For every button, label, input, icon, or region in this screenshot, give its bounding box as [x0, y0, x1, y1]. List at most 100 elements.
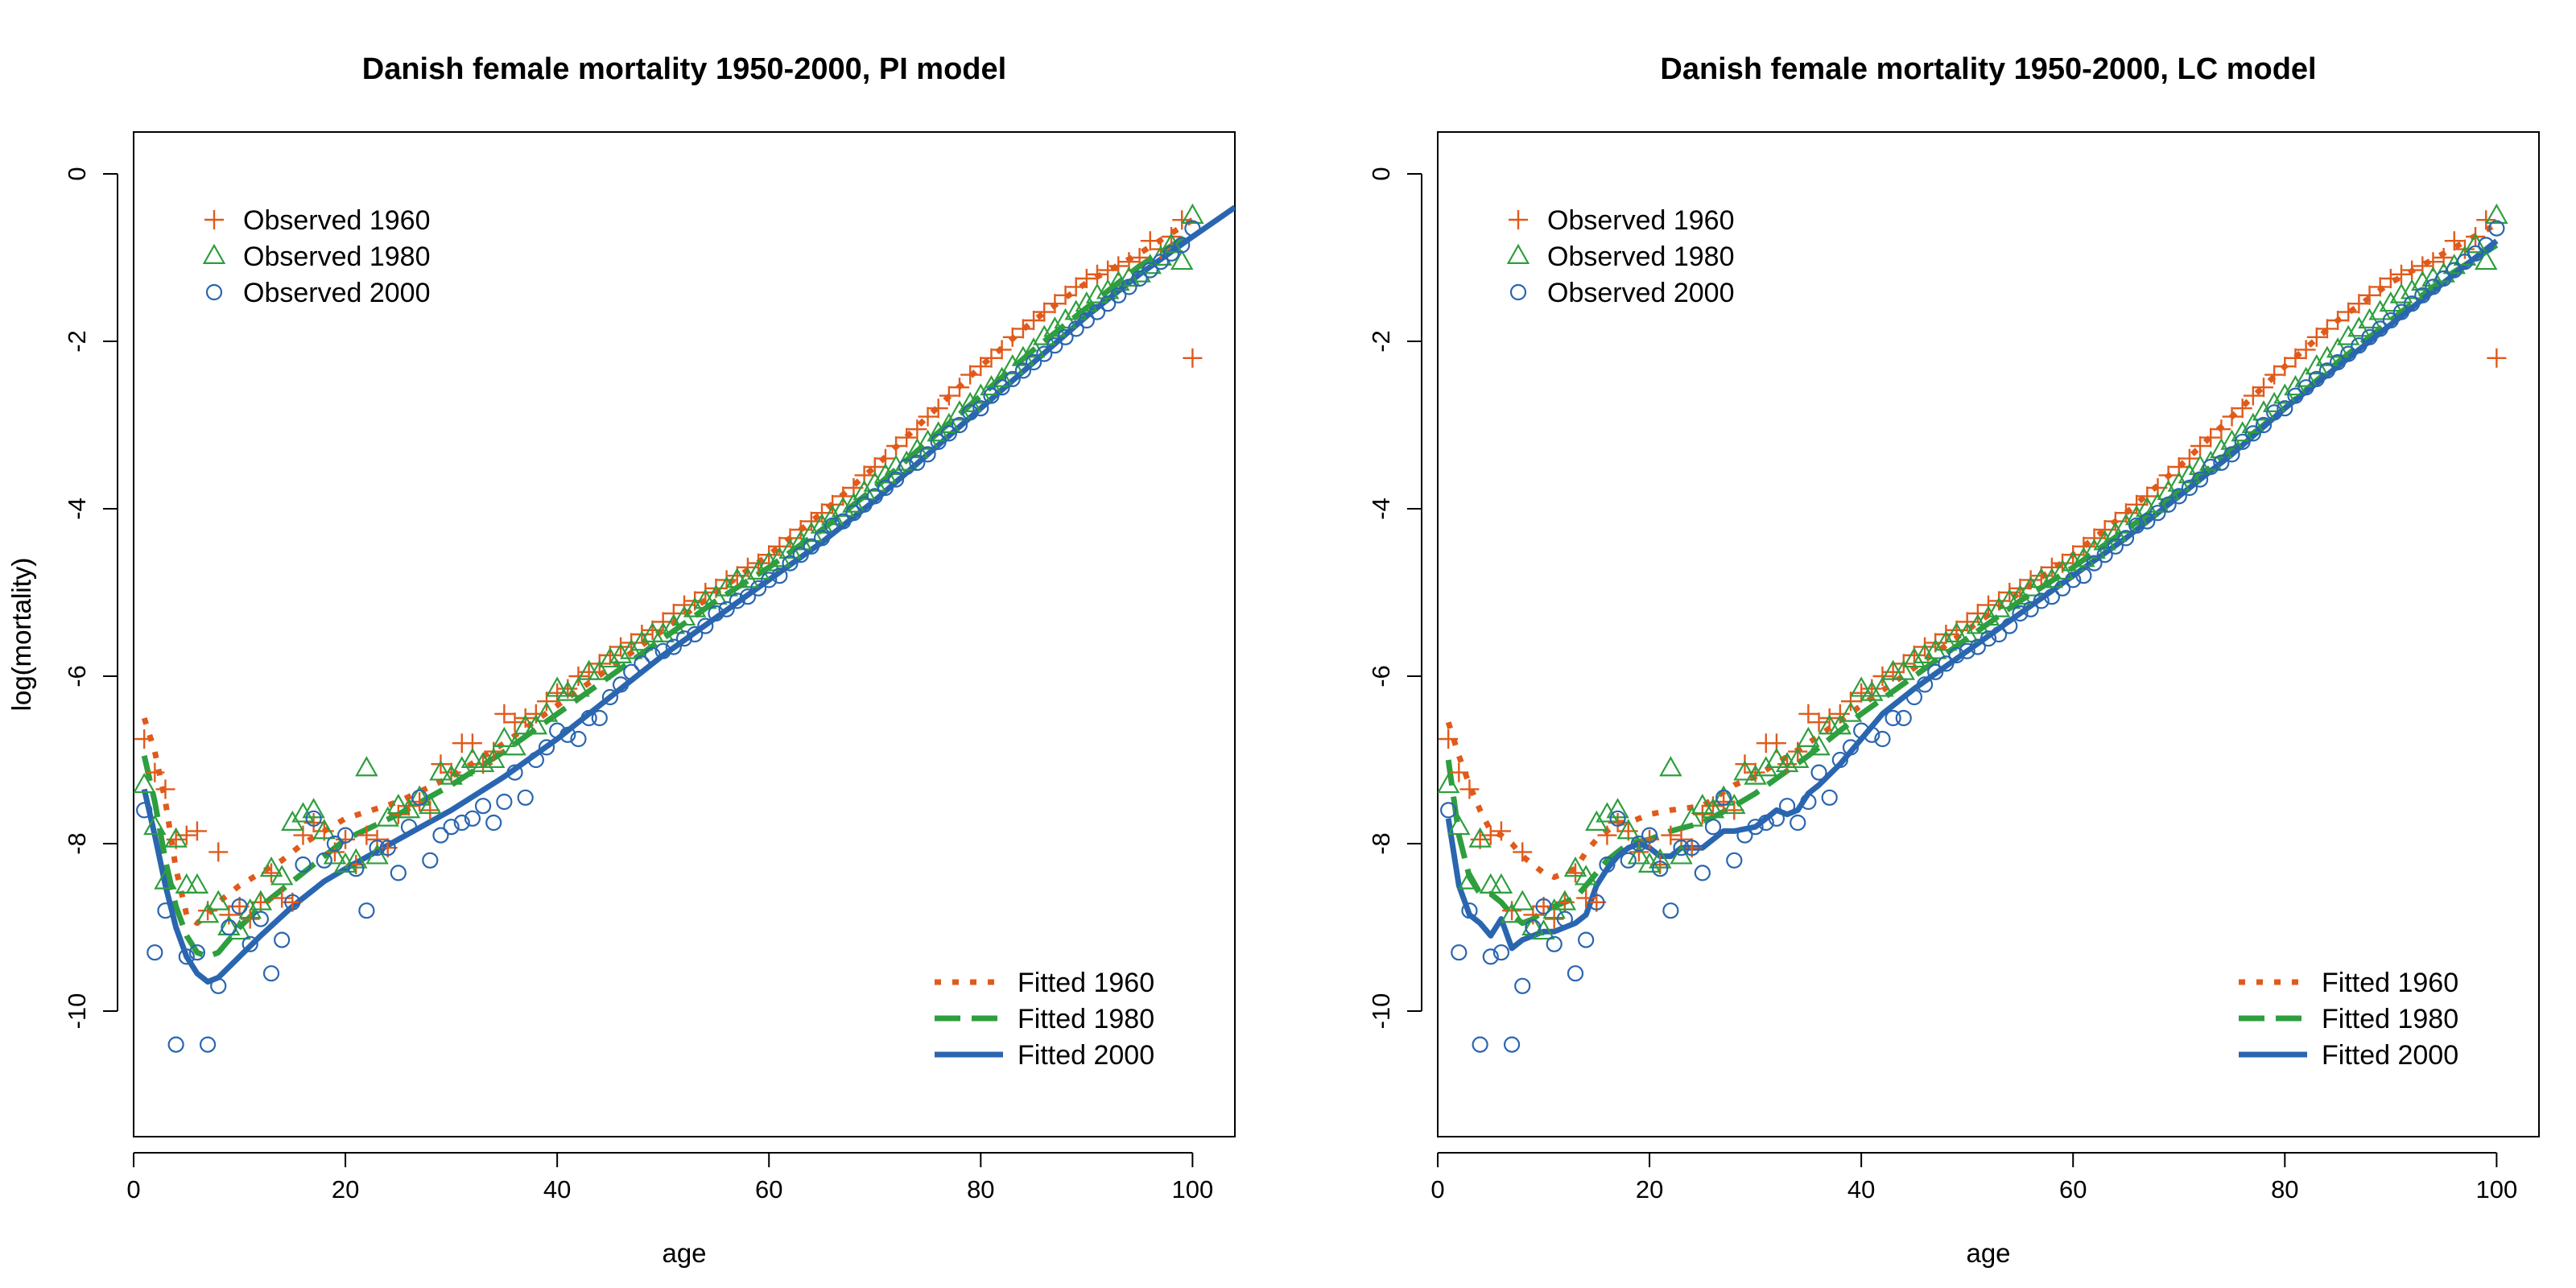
observed-point-1960 — [992, 340, 1012, 360]
observed-point-2000 — [1100, 295, 1117, 312]
observed-point-2000 — [2012, 605, 2029, 622]
observed-point-2000 — [729, 592, 745, 609]
observed-point-2000 — [782, 555, 799, 572]
observed-point-1980 — [493, 726, 516, 747]
observed-point-1980 — [365, 844, 389, 865]
observed-point-1980 — [1797, 726, 1820, 747]
observed-point-2000 — [2467, 245, 2484, 262]
legend-label-observed-1980: Observed 1980 — [243, 242, 431, 272]
observed-point-1980 — [1181, 203, 1204, 224]
observed-point-2000 — [1451, 944, 1468, 961]
observed-point-2000 — [1141, 262, 1158, 279]
observed-point-2000 — [1046, 337, 1063, 354]
plot-area — [1438, 203, 2508, 1053]
legend-marker-1980 — [202, 243, 226, 264]
x-tick-label: 60 — [755, 1175, 782, 1203]
observed-point-2000 — [803, 538, 819, 555]
observed-point-2000 — [167, 1036, 184, 1053]
legend-marker-2000 — [1509, 283, 1527, 301]
observed-point-1980 — [134, 772, 156, 794]
observed-point-2000 — [1482, 948, 1499, 965]
observed-point-1980 — [1553, 890, 1577, 910]
chart-title: Danish female mortality 1950-2000, PI mo… — [362, 52, 1006, 86]
observed-point-1960 — [897, 427, 917, 448]
y-tick-label: -10 — [1367, 993, 1395, 1030]
observed-point-2000 — [1652, 861, 1669, 877]
observed-point-1960 — [2137, 486, 2157, 506]
observed-point-2000 — [210, 977, 227, 994]
observed-point-2000 — [411, 789, 428, 806]
y-tick-label: -6 — [63, 665, 91, 687]
observed-point-2000 — [1641, 827, 1658, 844]
observed-point-1960 — [1989, 591, 2009, 611]
observed-point-1980 — [1849, 676, 1873, 697]
observed-point-2000 — [188, 944, 206, 961]
observed-point-1980 — [2061, 551, 2085, 572]
observed-point-1980 — [1438, 772, 1460, 794]
observed-point-2000 — [792, 547, 809, 564]
observed-point-1960 — [2021, 570, 2041, 590]
x-tick-label: 40 — [543, 1175, 571, 1203]
observed-point-1960 — [1183, 348, 1203, 368]
observed-point-1980 — [556, 680, 580, 701]
observed-point-2000 — [1662, 902, 1679, 919]
observed-point-1960 — [1491, 821, 1511, 841]
observed-point-1960 — [833, 486, 853, 506]
observed-point-2000 — [1768, 810, 1785, 827]
observed-point-2000 — [580, 709, 597, 727]
observed-point-1960 — [1926, 633, 1946, 653]
observed-point-2000 — [2149, 505, 2166, 522]
observed-point-1960 — [2010, 578, 2030, 598]
observed-point-1980 — [1860, 680, 1884, 701]
y-axis-label: log(mortality) — [6, 558, 36, 712]
observed-point-1960 — [357, 825, 377, 845]
observed-point-1980 — [1159, 233, 1183, 254]
observed-point-2000 — [274, 931, 291, 948]
observed-point-1960 — [1513, 842, 1533, 862]
observed-point-2000 — [157, 902, 174, 919]
observed-point-2000 — [771, 568, 788, 584]
observed-point-2000 — [538, 739, 555, 756]
observed-point-1960 — [716, 570, 737, 590]
plot-frame — [1437, 131, 2540, 1137]
observed-point-1980 — [757, 551, 781, 572]
observed-point-1960 — [547, 683, 568, 703]
observed-point-1960 — [2275, 357, 2295, 377]
observed-point-2000 — [199, 1036, 217, 1053]
observed-point-2000 — [1067, 320, 1084, 337]
observed-point-2000 — [1025, 353, 1042, 371]
observed-point-2000 — [1036, 345, 1053, 362]
observed-point-1960 — [515, 708, 535, 728]
legend-fitted: Fitted 1960 Fitted 1980 Fitted 2000 — [935, 968, 1154, 1071]
observed-point-2000 — [2128, 517, 2145, 534]
observed-point-2000 — [1991, 625, 2008, 643]
observed-point-1960 — [2053, 553, 2073, 573]
observed-point-2000 — [1088, 303, 1106, 320]
observed-point-1960 — [1936, 625, 1956, 644]
observed-point-2000 — [2107, 538, 2124, 555]
observed-point-1980 — [419, 793, 442, 815]
observed-point-2000 — [1057, 328, 1074, 345]
observed-point-2000 — [2361, 328, 2378, 345]
legend-observed: Observed 1960 Observed 1980 Observed 2000 — [202, 205, 431, 308]
observed-point-2000 — [2223, 446, 2240, 463]
observed-point-2000 — [549, 722, 566, 739]
observed-point-2000 — [1842, 739, 1860, 756]
observed-point-2000 — [2308, 370, 2325, 387]
observed-point-1960 — [939, 386, 959, 406]
observed-point-2000 — [1609, 810, 1626, 827]
observed-point-1960 — [1088, 264, 1107, 284]
observed-point-2000 — [2213, 454, 2230, 471]
y-tick-label: -4 — [63, 497, 91, 520]
observed-point-2000 — [1184, 220, 1201, 237]
y-tick-label: -2 — [63, 330, 91, 353]
observed-point-2000 — [369, 840, 386, 857]
observed-point-1980 — [2188, 454, 2212, 475]
observed-point-2000 — [2297, 379, 2314, 396]
observed-point-2000 — [1556, 910, 1573, 927]
observed-point-1980 — [471, 751, 495, 773]
observed-point-2000 — [1620, 852, 1637, 869]
observed-point-1980 — [1701, 798, 1725, 819]
x-tick-label: 100 — [2476, 1175, 2518, 1203]
observed-point-1980 — [1616, 819, 1641, 840]
